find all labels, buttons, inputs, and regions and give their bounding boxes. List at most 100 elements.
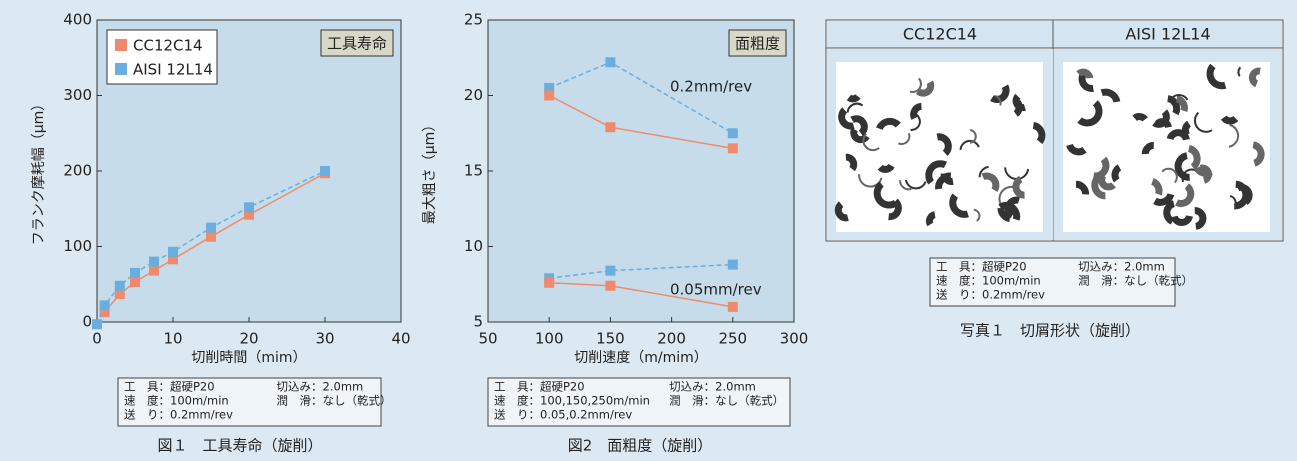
chip — [949, 193, 969, 218]
chip — [1228, 123, 1240, 148]
chip — [1199, 164, 1213, 184]
conditions-box — [929, 257, 1176, 307]
y-tick-label: 15 — [464, 162, 483, 180]
chip — [904, 179, 927, 190]
condition-text: 潤 滑：なし（乾式） — [1078, 274, 1193, 288]
marker — [92, 319, 102, 330]
chip — [1166, 129, 1190, 141]
y-axis-label: 最大粗さ（μm） — [422, 118, 438, 225]
marker — [320, 166, 330, 176]
chip — [1166, 95, 1181, 116]
legend-label: AISI 12L14 — [133, 61, 213, 79]
condition-text: 送 り：0.2mm/rev — [124, 408, 233, 422]
chip — [1174, 152, 1190, 181]
chip — [1175, 95, 1188, 112]
chip — [1012, 93, 1026, 112]
chip — [1187, 145, 1201, 170]
legend-label: CC12C14 — [133, 37, 203, 55]
marker — [727, 259, 738, 270]
chip — [969, 128, 977, 144]
chip — [998, 185, 1016, 204]
marker — [130, 276, 140, 287]
condition-text: 切込み：2.0mm — [669, 380, 756, 394]
marker — [99, 300, 110, 311]
plot-area — [487, 19, 795, 323]
chip — [1248, 67, 1261, 88]
x-axis-label: 切削速度（m/mim） — [574, 350, 708, 366]
x-tick-label: 250 — [718, 330, 747, 348]
chip — [1077, 100, 1103, 127]
chip — [1012, 175, 1025, 199]
x-tick-label: 50 — [478, 330, 497, 348]
chip — [846, 102, 864, 113]
caption: 図１ 工具寿命（旋削） — [157, 437, 322, 455]
condition-text: 速 度：100,150,250m/min — [494, 394, 650, 408]
y-tick-label: 0 — [82, 313, 92, 331]
y-axis-label: フランク摩耗幅（μm） — [30, 97, 47, 246]
legend-swatch — [115, 39, 127, 51]
x-tick-label: 30 — [315, 330, 334, 348]
badge-box — [728, 29, 787, 57]
chip — [1163, 200, 1176, 225]
y-tick-label: 300 — [63, 86, 92, 104]
x-tick-label: 200 — [657, 330, 686, 348]
badge-box — [320, 29, 394, 57]
chip — [1234, 180, 1250, 210]
chip — [1206, 63, 1227, 90]
marker — [168, 254, 178, 265]
chip — [846, 93, 861, 103]
x-tick-label: 150 — [596, 330, 625, 348]
marker — [544, 82, 555, 93]
chip — [850, 115, 868, 137]
condition-text: 工 具：超硬P20 — [936, 260, 1027, 274]
caption: 写真１ 切屑形状（旋削） — [960, 322, 1140, 340]
y-tick-label: 10 — [464, 237, 483, 255]
conditions-box — [117, 377, 382, 427]
chip — [1181, 120, 1192, 138]
photo-header: CC12C14 — [903, 25, 977, 44]
condition-text: 送 り：0.05,0.2mm/rev — [494, 408, 632, 422]
chip — [973, 208, 981, 222]
y-tick-label: 200 — [63, 162, 92, 180]
condition-text: 速 度：100m/min — [124, 394, 229, 408]
x-axis-label: 切削時間（mim） — [191, 350, 306, 366]
chip — [1132, 113, 1148, 122]
chip — [899, 180, 912, 191]
chip — [897, 132, 911, 146]
legend-swatch — [115, 63, 127, 75]
condition-text: 送 り：0.2mm/rev — [936, 288, 1045, 302]
annotation: 0.05mm/rev — [670, 281, 762, 299]
chip — [1111, 164, 1122, 183]
marker — [605, 57, 616, 68]
chip — [1194, 207, 1207, 230]
chip — [1220, 115, 1239, 125]
caption: 図2 面粗度（旋削） — [568, 437, 713, 455]
chip — [1141, 141, 1155, 155]
chip — [876, 117, 901, 131]
chip — [850, 127, 870, 144]
condition-text: 切込み：2.0mm — [277, 380, 364, 394]
y-tick-label: 20 — [464, 86, 483, 104]
chip — [1032, 122, 1046, 145]
marker — [605, 280, 616, 291]
marker — [130, 267, 140, 278]
chip — [994, 95, 1002, 106]
chip — [1170, 214, 1193, 226]
condition-text: 潤 滑：なし（乾式） — [669, 394, 784, 408]
condition-text: 潤 滑：なし（乾式） — [277, 394, 392, 408]
chip — [910, 102, 923, 120]
chip — [925, 211, 936, 227]
chip — [925, 160, 948, 185]
chip — [981, 172, 1000, 193]
chip — [1150, 178, 1163, 196]
chip — [1076, 68, 1094, 79]
x-tick-label: 100 — [535, 330, 564, 348]
chip — [1194, 111, 1213, 133]
conditions-box — [487, 377, 791, 427]
marker — [727, 301, 738, 312]
series-line — [96, 170, 326, 325]
chip — [998, 202, 1021, 221]
chip — [888, 198, 902, 221]
chip — [1100, 88, 1121, 103]
condition-text: 速 度：100m/min — [936, 274, 1041, 288]
